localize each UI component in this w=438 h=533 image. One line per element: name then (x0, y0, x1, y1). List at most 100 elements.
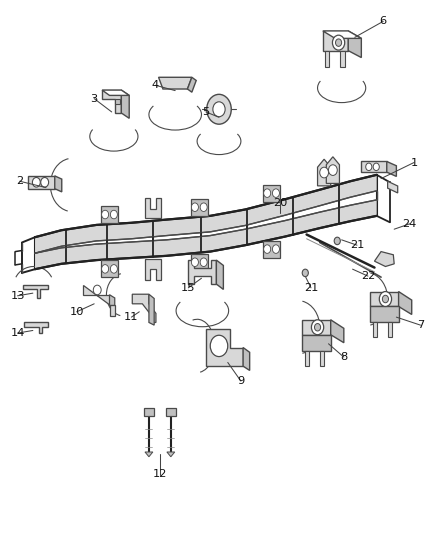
Circle shape (311, 320, 324, 335)
Circle shape (200, 203, 207, 212)
Polygon shape (323, 31, 348, 51)
Text: 1: 1 (410, 158, 417, 167)
Text: 12: 12 (153, 470, 167, 479)
Circle shape (102, 210, 109, 219)
Polygon shape (370, 306, 399, 322)
Polygon shape (102, 90, 121, 113)
Polygon shape (374, 252, 394, 266)
Text: 7: 7 (417, 320, 424, 330)
Text: 10: 10 (69, 307, 84, 317)
Polygon shape (132, 294, 156, 322)
Polygon shape (388, 181, 398, 193)
Circle shape (379, 292, 392, 306)
Polygon shape (191, 199, 208, 216)
Circle shape (272, 189, 279, 197)
Polygon shape (263, 184, 280, 201)
Circle shape (366, 163, 372, 171)
Polygon shape (302, 335, 331, 351)
Polygon shape (263, 240, 280, 257)
Polygon shape (331, 320, 344, 343)
Polygon shape (55, 176, 62, 192)
Text: 15: 15 (181, 283, 196, 293)
Polygon shape (145, 260, 161, 279)
Text: 9: 9 (237, 376, 244, 386)
Polygon shape (24, 322, 48, 333)
Circle shape (110, 264, 117, 273)
Polygon shape (110, 295, 115, 305)
Polygon shape (388, 322, 392, 337)
Polygon shape (320, 351, 324, 366)
Circle shape (328, 165, 337, 175)
Polygon shape (101, 260, 118, 277)
Polygon shape (187, 77, 196, 92)
Text: 2: 2 (16, 176, 23, 186)
Polygon shape (121, 90, 129, 118)
Polygon shape (101, 206, 118, 223)
Circle shape (110, 210, 117, 219)
Text: 24: 24 (403, 219, 417, 229)
Text: 14: 14 (11, 328, 25, 338)
Polygon shape (145, 452, 153, 457)
Polygon shape (370, 292, 399, 306)
Polygon shape (373, 322, 377, 337)
Polygon shape (191, 254, 208, 271)
Polygon shape (83, 285, 115, 316)
Circle shape (102, 264, 109, 273)
Text: 20: 20 (273, 198, 287, 207)
Circle shape (191, 203, 198, 212)
Circle shape (314, 324, 321, 331)
Circle shape (302, 269, 308, 277)
Polygon shape (23, 285, 48, 298)
Text: 21: 21 (350, 240, 364, 250)
Polygon shape (361, 161, 387, 172)
Polygon shape (305, 351, 309, 366)
Polygon shape (326, 157, 339, 183)
Circle shape (264, 245, 271, 253)
Circle shape (272, 245, 279, 253)
Circle shape (200, 258, 207, 266)
Text: 21: 21 (304, 283, 318, 293)
Circle shape (264, 189, 271, 197)
Text: 8: 8 (340, 352, 347, 362)
Circle shape (373, 163, 379, 171)
Circle shape (41, 177, 49, 187)
Circle shape (210, 335, 228, 357)
Polygon shape (323, 31, 361, 38)
Polygon shape (144, 408, 154, 416)
Polygon shape (206, 329, 243, 366)
Polygon shape (102, 90, 129, 95)
Polygon shape (216, 260, 223, 289)
Polygon shape (387, 161, 396, 176)
Text: 13: 13 (10, 291, 25, 301)
Polygon shape (348, 31, 361, 58)
Polygon shape (166, 408, 176, 416)
Circle shape (213, 102, 225, 117)
Text: 6: 6 (380, 17, 387, 26)
Polygon shape (325, 51, 328, 67)
Polygon shape (302, 320, 331, 335)
Polygon shape (167, 452, 175, 457)
Polygon shape (28, 176, 55, 189)
Text: 5: 5 (202, 107, 209, 117)
Circle shape (332, 35, 345, 50)
Polygon shape (35, 175, 377, 253)
Text: 22: 22 (361, 271, 375, 281)
Polygon shape (145, 198, 161, 218)
Polygon shape (159, 77, 192, 89)
Text: 4: 4 (152, 80, 159, 90)
Polygon shape (35, 200, 377, 269)
Circle shape (382, 295, 389, 303)
Polygon shape (399, 292, 412, 314)
Polygon shape (149, 294, 154, 325)
Text: 11: 11 (124, 312, 139, 322)
Polygon shape (115, 99, 120, 104)
Circle shape (93, 285, 101, 295)
Polygon shape (340, 51, 345, 67)
Text: 3: 3 (91, 94, 98, 103)
Circle shape (320, 167, 328, 178)
Circle shape (336, 39, 342, 46)
Circle shape (207, 94, 231, 124)
Polygon shape (318, 159, 331, 186)
Polygon shape (188, 260, 216, 284)
Polygon shape (243, 348, 250, 370)
